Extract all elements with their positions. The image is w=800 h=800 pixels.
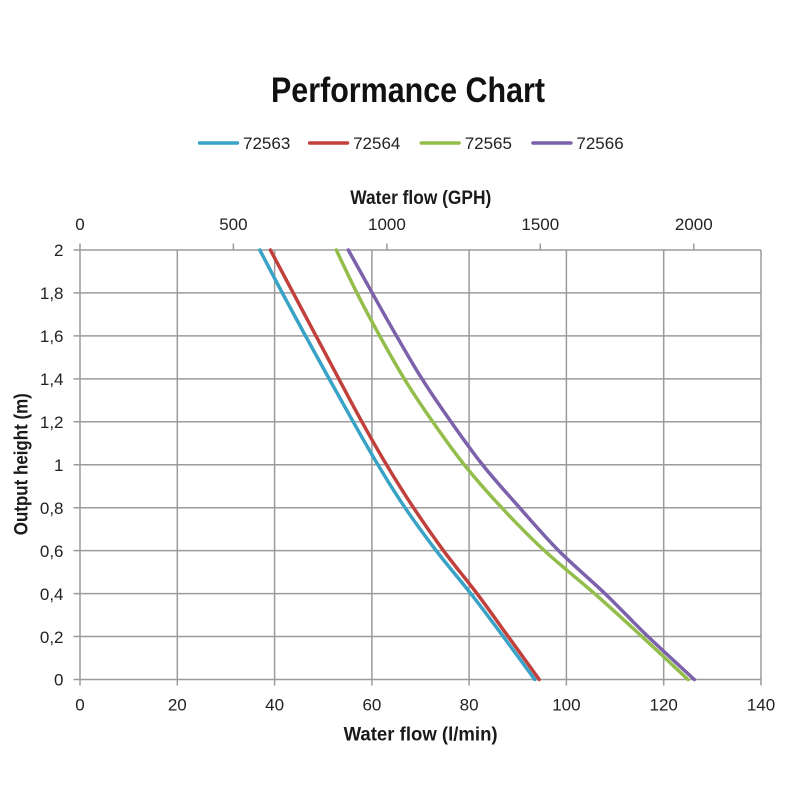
svg-text:40: 40 <box>265 696 284 715</box>
svg-text:100: 100 <box>552 696 580 715</box>
svg-text:1500: 1500 <box>521 215 559 234</box>
svg-text:Performance Chart: Performance Chart <box>271 71 545 110</box>
svg-text:120: 120 <box>650 696 678 715</box>
svg-text:1000: 1000 <box>368 215 406 234</box>
svg-text:2000: 2000 <box>675 215 713 234</box>
svg-text:500: 500 <box>219 215 247 234</box>
svg-text:1: 1 <box>54 456 63 475</box>
svg-text:1,8: 1,8 <box>40 284 64 303</box>
svg-text:Water flow (GPH): Water flow (GPH) <box>350 188 491 209</box>
svg-text:72564: 72564 <box>353 134 400 153</box>
svg-text:72566: 72566 <box>576 134 623 153</box>
svg-text:0: 0 <box>75 696 84 715</box>
svg-text:80: 80 <box>460 696 479 715</box>
svg-text:1,2: 1,2 <box>40 413 64 432</box>
svg-text:0,4: 0,4 <box>40 585 64 604</box>
svg-text:Water flow (l/min): Water flow (l/min) <box>344 724 498 745</box>
svg-text:0: 0 <box>75 215 84 234</box>
svg-text:2: 2 <box>54 241 63 260</box>
svg-text:1,6: 1,6 <box>40 327 64 346</box>
svg-text:72563: 72563 <box>243 134 290 153</box>
svg-text:0: 0 <box>54 671 63 690</box>
svg-text:1,4: 1,4 <box>40 370 64 389</box>
svg-text:140: 140 <box>747 696 775 715</box>
svg-text:72565: 72565 <box>465 134 512 153</box>
svg-text:20: 20 <box>168 696 187 715</box>
svg-text:0,8: 0,8 <box>40 499 64 518</box>
svg-text:0,2: 0,2 <box>40 628 64 647</box>
svg-text:Output height (m): Output height (m) <box>12 393 33 535</box>
svg-text:0,6: 0,6 <box>40 542 64 561</box>
svg-text:60: 60 <box>362 696 381 715</box>
